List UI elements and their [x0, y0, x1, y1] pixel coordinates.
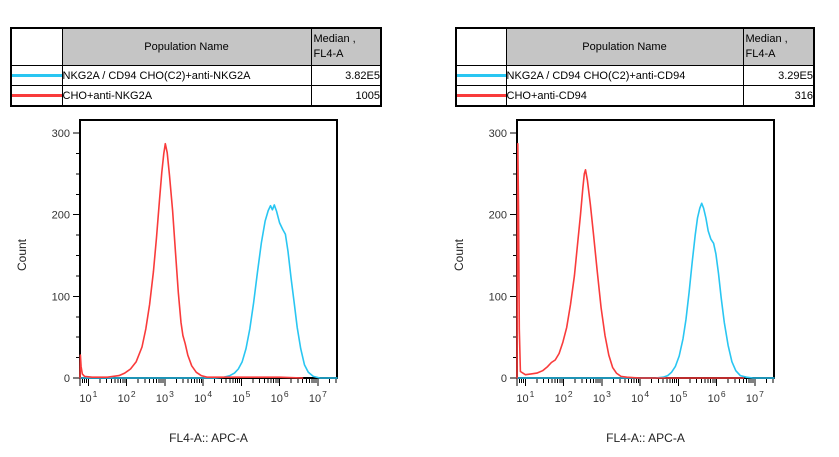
median-value: 3.29E5 [742, 65, 815, 86]
table-header-row: Population Name Median , FL4-A [455, 27, 815, 66]
population-table-left: Population Name Median , FL4-A NKG2A / C… [10, 27, 382, 107]
median-value: 3.82E5 [310, 65, 382, 86]
x-tick-label: 105 [232, 389, 250, 405]
median-header-line1: Median , [745, 33, 788, 45]
x-tick-label: 101 [79, 389, 97, 405]
median-header: Median , FL4-A [310, 27, 382, 66]
table-row: CHO+anti-CD94 316 [455, 85, 815, 107]
table-header-row: Population Name Median , FL4-A [10, 27, 382, 66]
median-header-line2: FL4-A [745, 48, 776, 60]
curve-nkg2a-cd94-cho-anti-cd94 [516, 202, 775, 379]
y-axis-label: Count [15, 238, 29, 271]
x-tick-label: 102 [555, 389, 573, 405]
x-tick-label: 107 [309, 389, 327, 405]
swatch-cell [455, 65, 507, 86]
histogram-panel-right: 101 102 103 104 105 106 107 0 100 200 300 Count FL4-… [437, 110, 839, 457]
table-row: CHO+anti-NKG2A 1005 [10, 85, 382, 107]
x-axis-ticks [516, 379, 774, 386]
y-axis-ticks [73, 132, 80, 379]
y-tick-label: 100 [489, 291, 507, 303]
plot-frame [516, 119, 775, 379]
y-tick-label: 0 [501, 373, 507, 385]
population-name-header: Population Name [505, 27, 744, 66]
x-tick-label: 104 [194, 389, 212, 405]
median-header-line1: Median , [313, 33, 356, 45]
series-color-swatch [12, 94, 61, 97]
x-tick-label: 103 [593, 389, 611, 405]
y-axis-label: Count [452, 238, 466, 271]
population-table-right: Population Name Median , FL4-A NKG2A / C… [455, 27, 815, 107]
median-value: 316 [742, 85, 815, 107]
x-tick-label: 104 [631, 389, 649, 405]
series-color-swatch [457, 94, 505, 97]
y-tick-label: 200 [52, 210, 70, 222]
population-name-header: Population Name [61, 27, 312, 66]
curve-nkg2a-cd94-cho-anti-nkg2a [79, 204, 338, 379]
curve-cho-anti-nkg2a [79, 142, 304, 379]
x-axis-label: FL4-A:: APC-A [606, 431, 685, 445]
x-axis-label: FL4-A:: APC-A [169, 431, 248, 445]
median-value: 1005 [310, 85, 382, 107]
x-tick-label: 103 [156, 389, 174, 405]
y-tick-label: 200 [489, 210, 507, 222]
x-tick-label: 102 [118, 389, 136, 405]
x-tick-label: 101 [516, 389, 534, 405]
y-tick-label: 300 [52, 128, 70, 140]
x-axis-ticks [79, 379, 337, 386]
median-header-line2: FL4-A [313, 48, 344, 60]
y-tick-label: 100 [52, 291, 70, 303]
series-color-swatch [12, 74, 61, 77]
histogram-chart-right: 101 102 103 104 105 106 107 0 100 200 300 Count FL4-… [452, 119, 775, 445]
x-tick-label: 107 [746, 389, 764, 405]
swatch-cell [455, 85, 507, 107]
population-name: CHO+anti-CD94 [505, 85, 744, 107]
swatch-cell [10, 85, 63, 107]
y-tick-label: 300 [489, 128, 507, 140]
swatch-cell [10, 65, 63, 86]
x-tick-label: 106 [708, 389, 726, 405]
swatch-column-header [455, 27, 507, 66]
population-name: NKG2A / CD94 CHO(C2)+anti-CD94 [505, 65, 744, 86]
histogram-chart-left: 101 102 103 104 105 106 107 0 100 200 300 Count FL4-… [15, 119, 338, 445]
x-tick-label: 105 [669, 389, 687, 405]
median-header: Median , FL4-A [742, 27, 815, 66]
x-tick-label: 106 [271, 389, 289, 405]
table-row: NKG2A / CD94 CHO(C2)+anti-CD94 3.29E5 [455, 65, 815, 86]
series-color-swatch [457, 74, 505, 77]
swatch-column-header [10, 27, 63, 66]
table-row: NKG2A / CD94 CHO(C2)+anti-NKG2A 3.82E5 [10, 65, 382, 86]
population-name: CHO+anti-NKG2A [61, 85, 312, 107]
y-axis-ticks [510, 132, 517, 379]
y-tick-label: 0 [64, 373, 70, 385]
population-name: NKG2A / CD94 CHO(C2)+anti-NKG2A [61, 65, 312, 86]
curve-cho-anti-cd94 [516, 142, 745, 379]
histogram-panel-left: 101 102 103 104 105 106 107 0 100 200 300 Count FL4-… [0, 110, 402, 457]
